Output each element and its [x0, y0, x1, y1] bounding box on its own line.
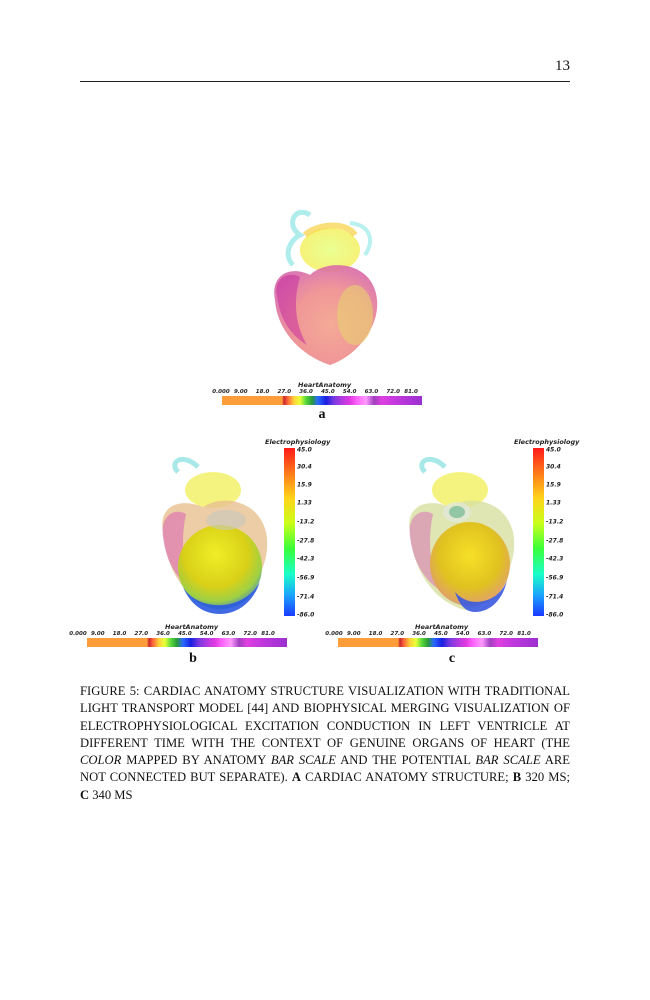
anatomy-tick: 27.0	[134, 631, 149, 637]
anatomy-colorbar-ticks-c: 0.000 9.00 18.0 27.0 36.0 45.0 54.0 63.0…	[325, 631, 531, 639]
anatomy-tick: 54.0	[199, 631, 214, 637]
anatomy-colorbar-ticks-b: 0.000 9.00 18.0 27.0 36.0 45.0 54.0 63.0…	[69, 631, 275, 639]
electro-tick: 45.0	[546, 446, 561, 454]
electro-tick: 15.9	[297, 481, 312, 489]
electro-colorbar-title-b: Electrophysiology	[265, 438, 331, 446]
electro-tick: 30.4	[546, 463, 561, 471]
anatomy-colorbar-title-c: HeartAnatomy	[415, 623, 469, 631]
anatomy-tick: 0.000	[212, 389, 230, 395]
electro-tick: -71.4	[546, 593, 564, 601]
heart-anatomy-render-a	[255, 205, 390, 375]
caption-emphasis: bar scale	[475, 753, 541, 768]
electro-colorbar-b	[284, 448, 295, 616]
electro-tick: 15.9	[546, 481, 561, 489]
anatomy-tick: 36.0	[156, 631, 170, 637]
panel-label-b: b	[189, 651, 197, 666]
anatomy-tick: 81.0	[517, 631, 531, 637]
panel-label-c: c	[448, 651, 456, 666]
electro-tick: -27.8	[546, 537, 564, 545]
electro-colorbar-title-c: Electrophysiology	[514, 438, 580, 446]
anatomy-tick: 45.0	[434, 631, 448, 637]
caption-panel-b-ref: B	[512, 770, 522, 785]
electro-tick: -42.3	[546, 555, 564, 563]
anatomy-colorbar-c	[338, 638, 538, 647]
anatomy-tick: 45.0	[321, 389, 335, 395]
anatomy-tick: 0.000	[69, 631, 87, 637]
electro-tick: -13.2	[297, 518, 315, 526]
anatomy-colorbar-title: HeartAnatomy	[298, 381, 352, 389]
electro-tick: -86.0	[546, 611, 564, 619]
panel-label-a: a	[318, 407, 326, 422]
anatomy-tick: 81.0	[261, 631, 275, 637]
caption-text: are not connected but separate).	[80, 753, 570, 785]
anatomy-tick: 63.0	[477, 631, 492, 637]
caption-prefix: Figure 5:	[80, 684, 140, 698]
anatomy-tick: 18.0	[112, 631, 127, 637]
electro-tick: -13.2	[546, 518, 564, 526]
electro-tick: 1.33	[546, 499, 561, 507]
anatomy-tick: 9.00	[346, 631, 361, 637]
electro-tick: -56.9	[546, 574, 564, 582]
electro-tick: -86.0	[297, 611, 315, 619]
anatomy-colorbar-a	[222, 396, 422, 405]
anatomy-tick: 72.0	[499, 631, 514, 637]
anatomy-tick: 18.0	[255, 389, 270, 395]
anatomy-tick: 36.0	[299, 389, 313, 395]
anatomy-tick: 72.0	[243, 631, 258, 637]
electro-tick: 1.33	[297, 499, 312, 507]
anatomy-tick: 9.00	[90, 631, 105, 637]
anatomy-colorbar-ticks-a: 0.000 9.00 18.0 27.0 36.0 45.0 54.0 63.0…	[212, 389, 418, 397]
electro-colorbar-c	[533, 448, 544, 616]
figure-caption: Figure 5: Cardiac anatomy structure visu…	[80, 683, 570, 804]
caption-text: and the potential	[335, 753, 476, 768]
anatomy-tick: 27.0	[390, 631, 405, 637]
electro-tick: -27.8	[297, 537, 315, 545]
anatomy-colorbar-title-b: HeartAnatomy	[165, 623, 219, 631]
caption-panel-a-ref: A	[291, 770, 301, 785]
caption-text: 320 ms;	[521, 770, 571, 785]
anatomy-tick: 9.00	[233, 389, 248, 395]
caption-text: 340 ms	[89, 787, 133, 802]
caption-emphasis: color	[80, 753, 122, 768]
anatomy-tick: 36.0	[412, 631, 426, 637]
anatomy-tick: 18.0	[368, 631, 383, 637]
electro-tick: 45.0	[297, 446, 312, 454]
anatomy-tick: 72.0	[386, 389, 401, 395]
caption-emphasis: bar scale	[270, 753, 336, 768]
anatomy-tick: 63.0	[364, 389, 379, 395]
heart-electro-render-c	[395, 452, 525, 622]
electro-tick: 30.4	[297, 463, 312, 471]
electro-tick: -56.9	[297, 574, 315, 582]
heart-electro-render-b	[148, 452, 278, 622]
electro-tick: -71.4	[297, 593, 315, 601]
caption-text: mapped by anatomy	[121, 753, 271, 768]
page-number: 13	[555, 58, 570, 74]
anatomy-tick: 54.0	[455, 631, 470, 637]
anatomy-tick: 54.0	[342, 389, 357, 395]
electro-tick: -42.3	[297, 555, 315, 563]
anatomy-tick: 63.0	[221, 631, 236, 637]
anatomy-colorbar-b	[87, 638, 287, 647]
caption-panel-c-ref: C	[80, 787, 90, 802]
anatomy-tick: 27.0	[277, 389, 292, 395]
caption-text: cardiac anatomy structure;	[300, 770, 513, 785]
header-rule	[80, 81, 570, 82]
anatomy-tick: 0.000	[325, 631, 343, 637]
caption-text: Cardiac anatomy structure visualization …	[80, 684, 570, 750]
anatomy-tick: 45.0	[178, 631, 192, 637]
anatomy-tick: 81.0	[404, 389, 418, 395]
